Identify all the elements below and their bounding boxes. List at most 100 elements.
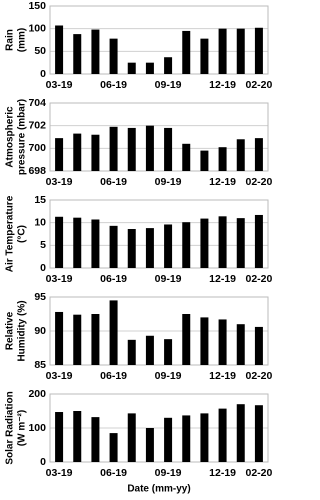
bar [254, 326, 263, 365]
x-tick-label: 12-19 [209, 79, 236, 91]
bar [91, 314, 100, 365]
plot-frame [49, 199, 269, 269]
bar [218, 408, 227, 462]
y-tick-label: 100 [28, 22, 46, 34]
y-tick-label: 0 [40, 456, 46, 468]
bar [55, 216, 64, 268]
bar [182, 222, 191, 268]
bar [200, 317, 209, 365]
bar [91, 29, 100, 74]
y-tick-label: 50 [34, 45, 46, 57]
y-axis-label: Relative [5, 311, 16, 350]
y-tick-label: 100 [28, 422, 46, 434]
bar [73, 217, 82, 268]
x-tick-label: 03-19 [46, 79, 73, 91]
bar [91, 134, 100, 171]
x-tick-label: 03-19 [46, 273, 73, 285]
x-tick-label: 09-19 [155, 370, 182, 382]
x-tick-label: 02-20 [245, 273, 272, 285]
y-axis-label: (mm) [17, 28, 28, 52]
bar [164, 57, 173, 74]
y-tick-label: 0 [40, 262, 46, 274]
plot-frame [49, 102, 269, 172]
bar [91, 219, 100, 268]
bar [73, 133, 82, 171]
x-tick-label: 03-19 [46, 176, 73, 188]
x-tick-label: 06-19 [100, 273, 127, 285]
bar [236, 404, 245, 462]
x-tick-label: 09-19 [155, 273, 182, 285]
bar [91, 417, 100, 462]
bar [109, 126, 118, 171]
x-tick-label: 09-19 [155, 176, 182, 188]
x-tick-label: 03-19 [46, 370, 73, 382]
bar [218, 147, 227, 171]
bar [164, 339, 173, 365]
bar [254, 405, 263, 462]
bar [200, 413, 209, 462]
bar [73, 411, 82, 462]
y-axis-label: Air Temperature [5, 195, 16, 272]
bar [73, 34, 82, 74]
y-axis-label: Rain [5, 29, 16, 51]
y-tick-label: 0 [40, 68, 46, 80]
plot-frame [49, 5, 269, 75]
bar [145, 125, 154, 171]
bar [127, 62, 136, 74]
bar [218, 216, 227, 268]
bar [164, 417, 173, 462]
bar [182, 415, 191, 462]
bar [109, 38, 118, 74]
x-tick-label: 02-20 [245, 370, 272, 382]
bar [200, 38, 209, 74]
x-tick-label: 09-19 [155, 79, 182, 91]
bar [218, 28, 227, 75]
bar [236, 28, 245, 75]
bar [127, 229, 136, 268]
x-tick-label: 03-19 [46, 467, 73, 479]
y-tick-label: 700 [28, 142, 46, 154]
y-tick-label: 704 [28, 97, 46, 109]
x-tick-label: 12-19 [209, 467, 236, 479]
bar [145, 62, 154, 74]
y-tick-label: 702 [28, 119, 46, 131]
x-tick-label: 12-19 [209, 273, 236, 285]
x-axis-label: Date (mm-yy) [127, 484, 190, 495]
plot-frame [49, 296, 269, 366]
y-tick-label: 150 [28, 0, 46, 12]
bar [109, 433, 118, 462]
bar [109, 300, 118, 365]
bar [164, 127, 173, 171]
y-axis-label: pressure (mbar) [17, 99, 28, 175]
x-tick-label: 09-19 [155, 467, 182, 479]
y-axis-label: (°C) [17, 225, 28, 243]
bar [182, 143, 191, 171]
x-tick-label: 06-19 [100, 176, 127, 188]
bar [55, 412, 64, 462]
y-tick-label: 5 [40, 239, 46, 251]
bar [109, 225, 118, 268]
bar [182, 314, 191, 365]
bar [200, 150, 209, 171]
y-tick-label: 10 [34, 216, 46, 228]
y-axis-label: Atmospheric [5, 106, 16, 168]
y-axis-label: (W m⁻²) [17, 410, 28, 446]
y-axis-label: Solar Radiation [5, 391, 16, 464]
y-tick-label: 200 [28, 388, 46, 400]
x-tick-label: 06-19 [100, 467, 127, 479]
bar [55, 138, 64, 171]
x-tick-label: 06-19 [100, 79, 127, 91]
bar [254, 27, 263, 74]
bar [164, 224, 173, 268]
bar [127, 339, 136, 365]
x-tick-label: 02-20 [245, 467, 272, 479]
bar [55, 25, 64, 75]
y-tick-label: 698 [28, 165, 46, 177]
bar [200, 218, 209, 268]
bar [236, 218, 245, 268]
bar [218, 319, 227, 365]
y-tick-label: 15 [34, 194, 46, 206]
x-tick-label: 12-19 [209, 176, 236, 188]
bar [254, 214, 263, 268]
